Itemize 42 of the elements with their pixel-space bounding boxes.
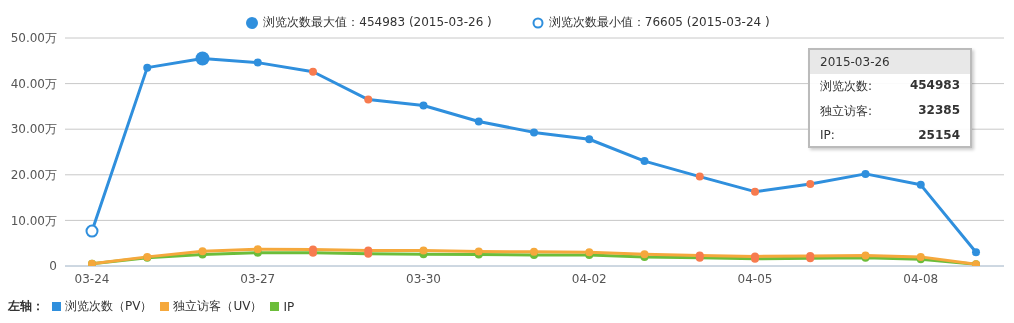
y-tick-label: 10.00万 xyxy=(10,213,57,228)
legend-title: 左轴： xyxy=(8,298,44,315)
x-tick-label: 04-02 xyxy=(571,271,607,286)
y-tick-label: 0 xyxy=(49,259,57,274)
point xyxy=(861,169,870,178)
annotation: 独立访客: xyxy=(820,103,873,120)
legend-label: IP xyxy=(283,299,295,314)
point xyxy=(916,180,925,189)
legend-label: 浏览次数（PV） xyxy=(65,298,153,315)
point xyxy=(474,117,483,126)
point xyxy=(530,247,538,256)
y-tick-label: 30.00万 xyxy=(10,122,57,137)
point xyxy=(143,63,152,72)
annotation: 454983 xyxy=(909,78,960,94)
y-tick-label: 40.00万 xyxy=(10,76,57,91)
point xyxy=(364,95,373,104)
annotation: 2015-03-26 xyxy=(810,50,970,74)
x-tick-label: 03-24 xyxy=(74,271,110,286)
x-tick-label: 04-05 xyxy=(737,271,773,286)
x-tick-label: 03-27 xyxy=(240,271,276,286)
legend-label: 独立访客（UV） xyxy=(173,298,263,315)
point xyxy=(972,248,980,257)
x-tick-label: 03-30 xyxy=(406,271,441,286)
annotation: 32385 xyxy=(918,103,960,119)
annotation: IP: xyxy=(820,128,835,142)
y-tick-label: 20.00万 xyxy=(10,168,57,183)
point xyxy=(695,172,704,181)
point xyxy=(530,128,538,137)
point xyxy=(806,179,815,188)
point xyxy=(640,157,649,166)
point xyxy=(585,135,594,144)
point xyxy=(309,67,317,76)
annotation: 25154 xyxy=(918,128,960,142)
text: 浏览次数最小值：76605 (2015-03-24 ) xyxy=(548,14,770,31)
point xyxy=(419,101,428,110)
text: 浏览次数最大值：454983 (2015-03-26 ) xyxy=(263,14,492,31)
point xyxy=(751,187,759,196)
x-tick-label: 04-08 xyxy=(903,271,939,286)
point xyxy=(253,58,262,67)
annotation: 浏览次数: xyxy=(820,78,873,95)
point xyxy=(419,246,428,255)
y-tick-label: 50.00万 xyxy=(10,31,57,46)
